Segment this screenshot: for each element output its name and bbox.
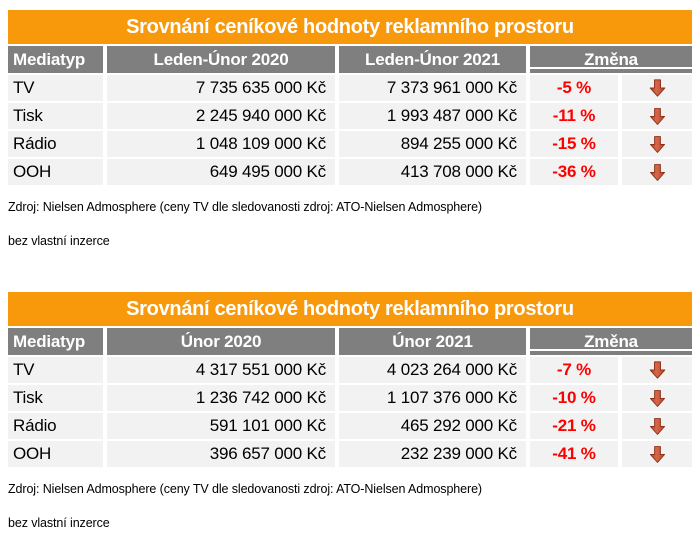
down-arrow-icon [649,79,665,97]
value-2020-cell: 7 735 635 000 Kč [107,75,335,101]
table-block-month: Srovnání ceníkové hodnoty reklamního pro… [8,292,692,531]
mediatype-cell: OOH [8,441,103,467]
down-arrow-icon [649,163,665,181]
trend-cell [622,103,692,129]
value-2020-cell: 649 495 000 Kč [107,159,335,185]
value-2021-cell: 1 107 376 000 Kč [339,385,526,411]
mediatype-cell: OOH [8,159,103,185]
column-header-period2: Únor 2021 [339,328,526,355]
change-percent-cell: -21 % [530,413,618,439]
value-2020-cell: 2 245 940 000 Kč [107,103,335,129]
trend-cell [622,357,692,383]
comparison-table: Mediatyp Únor 2020 Únor 2021 Změna TV 4 … [8,328,692,467]
mediatype-cell: TV [8,75,103,101]
trend-cell [622,75,692,101]
down-arrow-icon [649,417,665,435]
down-arrow-icon [649,445,665,463]
change-percent-cell: -11 % [530,103,618,129]
value-2021-cell: 465 292 000 Kč [339,413,526,439]
value-2020-cell: 1 048 109 000 Kč [107,131,335,157]
trend-cell [622,441,692,467]
change-percent-cell: -41 % [530,441,618,467]
value-2020-cell: 4 317 551 000 Kč [107,357,335,383]
value-2020-cell: 1 236 742 000 Kč [107,385,335,411]
table-block-period: Srovnání ceníkové hodnoty reklamního pro… [8,10,692,249]
down-arrow-icon [649,389,665,407]
value-2021-cell: 4 023 264 000 Kč [339,357,526,383]
change-percent-cell: -15 % [530,131,618,157]
down-arrow-icon [649,107,665,125]
column-header-period1: Leden-Únor 2020 [107,46,335,73]
column-header-period1: Únor 2020 [107,328,335,355]
down-arrow-icon [649,135,665,153]
column-header-mediatyp: Mediatyp [8,328,103,355]
value-2021-cell: 894 255 000 Kč [339,131,526,157]
mediatype-cell: Tisk [8,103,103,129]
trend-cell [622,131,692,157]
disclaimer-note: bez vlastní inzerce [8,516,110,530]
value-2021-cell: 7 373 961 000 Kč [339,75,526,101]
column-header-change: Změna [530,328,692,355]
mediatype-cell: Rádio [8,131,103,157]
down-arrow-icon [649,361,665,379]
mediatype-cell: TV [8,357,103,383]
change-percent-cell: -36 % [530,159,618,185]
mediatype-cell: Tisk [8,385,103,411]
change-percent-cell: -7 % [530,357,618,383]
value-2021-cell: 413 708 000 Kč [339,159,526,185]
change-percent-cell: -10 % [530,385,618,411]
column-header-period2: Leden-Únor 2021 [339,46,526,73]
value-2021-cell: 1 993 487 000 Kč [339,103,526,129]
trend-cell [622,385,692,411]
mediatype-cell: Rádio [8,413,103,439]
value-2021-cell: 232 239 000 Kč [339,441,526,467]
change-percent-cell: -5 % [530,75,618,101]
source-note: Zdroj: Nielsen Admosphere (ceny TV dle s… [8,482,482,496]
column-header-change: Změna [530,46,692,73]
table-title: Srovnání ceníkové hodnoty reklamního pro… [8,10,692,44]
trend-cell [622,159,692,185]
table-title: Srovnání ceníkové hodnoty reklamního pro… [8,292,692,326]
comparison-table: Mediatyp Leden-Únor 2020 Leden-Únor 2021… [8,46,692,185]
column-header-mediatyp: Mediatyp [8,46,103,73]
value-2020-cell: 396 657 000 Kč [107,441,335,467]
trend-cell [622,413,692,439]
disclaimer-note: bez vlastní inzerce [8,234,110,248]
value-2020-cell: 591 101 000 Kč [107,413,335,439]
source-note: Zdroj: Nielsen Admosphere (ceny TV dle s… [8,200,482,214]
